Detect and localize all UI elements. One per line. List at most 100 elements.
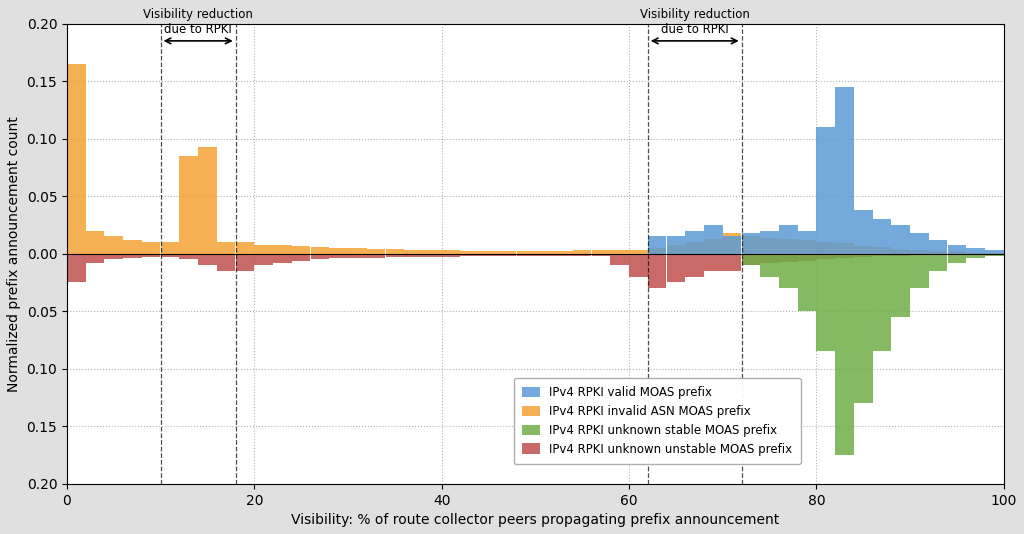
Bar: [273, 245, 292, 254]
Bar: [367, 249, 385, 254]
Bar: [705, 239, 723, 254]
Bar: [779, 254, 798, 262]
Bar: [741, 233, 760, 254]
Bar: [367, 254, 385, 258]
Bar: [967, 254, 985, 258]
Bar: [592, 250, 610, 254]
Bar: [648, 254, 667, 288]
Bar: [685, 231, 703, 254]
Bar: [667, 245, 685, 254]
Bar: [310, 254, 329, 260]
Bar: [198, 147, 217, 254]
Bar: [872, 219, 891, 254]
Bar: [86, 254, 104, 263]
Bar: [779, 225, 798, 254]
Bar: [536, 254, 554, 256]
X-axis label: Visibility: % of route collector peers propagating prefix announcement: Visibility: % of route collector peers p…: [291, 513, 779, 527]
Bar: [423, 250, 441, 254]
Bar: [892, 254, 910, 317]
Bar: [123, 254, 141, 258]
Bar: [798, 240, 816, 254]
Bar: [779, 254, 798, 288]
Bar: [967, 253, 985, 254]
Bar: [517, 254, 536, 256]
Bar: [985, 253, 1004, 254]
Bar: [498, 252, 516, 254]
Bar: [779, 239, 798, 254]
Bar: [423, 254, 441, 257]
Bar: [929, 240, 947, 254]
Bar: [705, 225, 723, 254]
Bar: [760, 254, 779, 277]
Text: Visibility reduction
due to RPKI: Visibility reduction due to RPKI: [143, 9, 253, 36]
Bar: [723, 233, 741, 254]
Bar: [854, 246, 872, 254]
Bar: [705, 254, 723, 271]
Bar: [217, 254, 236, 271]
Bar: [161, 242, 179, 254]
Bar: [760, 231, 779, 254]
Bar: [667, 254, 685, 282]
Bar: [910, 233, 929, 254]
Bar: [836, 87, 854, 254]
Bar: [104, 254, 123, 260]
Bar: [592, 254, 610, 256]
Bar: [236, 254, 254, 271]
Bar: [947, 252, 967, 254]
Bar: [536, 252, 554, 254]
Legend: IPv4 RPKI valid MOAS prefix, IPv4 RPKI invalid ASN MOAS prefix, IPv4 RPKI unknow: IPv4 RPKI valid MOAS prefix, IPv4 RPKI i…: [514, 378, 801, 464]
Bar: [667, 237, 685, 254]
Bar: [947, 245, 967, 254]
Bar: [572, 254, 592, 256]
Bar: [723, 237, 741, 254]
Bar: [461, 252, 479, 254]
Bar: [572, 250, 592, 254]
Bar: [760, 238, 779, 254]
Bar: [798, 254, 816, 261]
Bar: [854, 210, 872, 254]
Bar: [404, 250, 423, 254]
Bar: [330, 248, 348, 254]
Bar: [892, 254, 910, 256]
Bar: [479, 252, 498, 254]
Bar: [404, 254, 423, 257]
Bar: [385, 254, 404, 257]
Bar: [554, 252, 572, 254]
Bar: [385, 249, 404, 254]
Bar: [816, 254, 835, 351]
Bar: [441, 254, 460, 257]
Bar: [854, 254, 872, 257]
Bar: [198, 254, 217, 265]
Bar: [685, 254, 703, 277]
Bar: [179, 254, 198, 260]
Bar: [648, 237, 667, 254]
Bar: [816, 254, 835, 260]
Y-axis label: Normalized prefix announcement count: Normalized prefix announcement count: [7, 116, 20, 391]
Bar: [292, 246, 310, 254]
Bar: [892, 249, 910, 254]
Bar: [892, 225, 910, 254]
Bar: [441, 250, 460, 254]
Bar: [517, 252, 536, 254]
Bar: [985, 254, 1004, 256]
Bar: [461, 254, 479, 256]
Bar: [86, 231, 104, 254]
Bar: [142, 254, 161, 257]
Bar: [741, 254, 760, 265]
Text: Visibility reduction
due to RPKI: Visibility reduction due to RPKI: [640, 9, 750, 36]
Bar: [610, 254, 629, 265]
Bar: [741, 254, 760, 265]
Bar: [292, 254, 310, 261]
Bar: [67, 64, 86, 254]
Bar: [236, 242, 254, 254]
Bar: [179, 156, 198, 254]
Bar: [554, 254, 572, 256]
Bar: [910, 250, 929, 254]
Bar: [967, 248, 985, 254]
Bar: [872, 254, 891, 351]
Bar: [254, 245, 273, 254]
Bar: [648, 248, 667, 254]
Bar: [836, 254, 854, 258]
Bar: [910, 254, 929, 255]
Bar: [929, 254, 947, 255]
